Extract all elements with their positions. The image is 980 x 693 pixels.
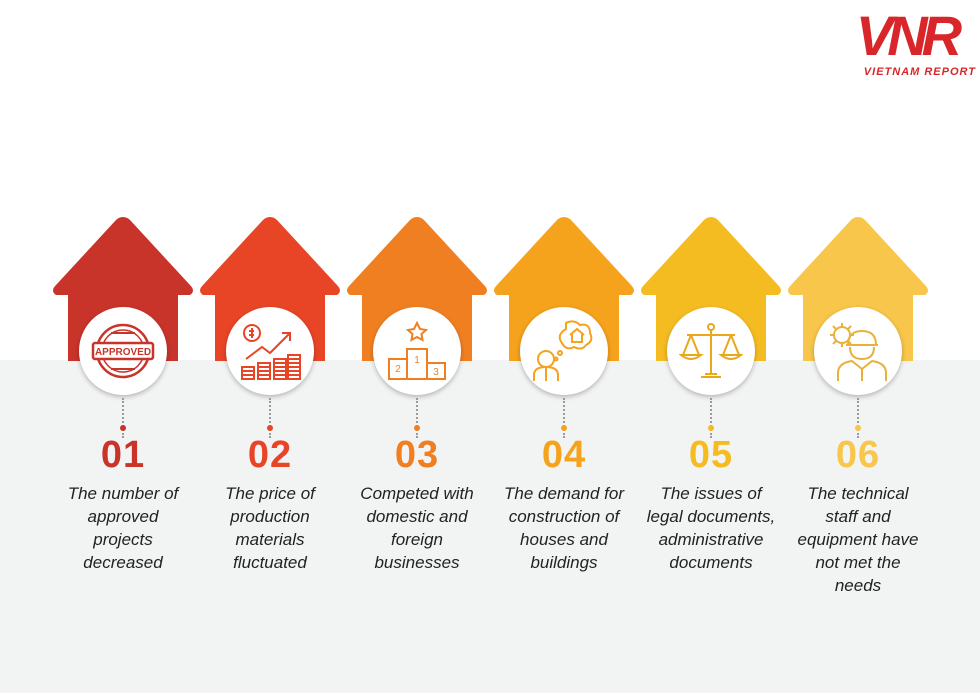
step-description-06: The technical staff and equipment have n…	[797, 484, 919, 595]
connector-01	[122, 398, 126, 438]
scales-icon	[679, 323, 743, 378]
house-03: 1 2 3	[344, 211, 490, 395]
connector-dot	[855, 425, 861, 431]
logo-wordmark: VNR	[855, 3, 962, 67]
connector-03	[416, 398, 420, 438]
rising-coins-icon	[241, 324, 301, 380]
step-description-02: The price of production materials fluctu…	[225, 484, 315, 572]
person-thinking-house-icon	[533, 320, 593, 381]
icon-circle: APPROVED	[79, 307, 167, 395]
step-number-04: 04	[541, 434, 587, 476]
house-02	[197, 211, 343, 395]
approved-stamp-icon: APPROVED	[91, 323, 155, 379]
logo-subtitle: VIETNAM REPORT	[863, 66, 976, 78]
step-description-01: The number of approved projects decrease…	[67, 484, 179, 572]
svg-text:1: 1	[414, 355, 420, 366]
icon-circle	[226, 307, 314, 395]
step-number-02: 02	[247, 434, 293, 476]
house-04	[491, 211, 637, 395]
connector-06	[857, 398, 861, 438]
svg-text:3: 3	[433, 367, 439, 378]
icon-circle	[520, 307, 608, 395]
podium-icon: 1 2 3	[388, 320, 446, 380]
background-band	[0, 360, 980, 693]
step-description-05: The issues of legal documents, administr…	[646, 484, 776, 572]
connector-dot	[414, 425, 420, 431]
house-06	[785, 211, 931, 395]
connector-dot	[561, 425, 567, 431]
connector-04	[563, 398, 567, 438]
svg-text:APPROVED: APPROVED	[95, 347, 151, 358]
connector-dot	[708, 425, 714, 431]
icon-circle: 1 2 3	[373, 307, 461, 395]
engineer-gear-icon	[830, 323, 887, 381]
step-number-01: 01	[100, 434, 146, 476]
svg-text:2: 2	[395, 364, 401, 375]
step-description-04: The demand for construction of houses an…	[503, 484, 624, 572]
step-number-03: 03	[394, 434, 440, 476]
icon-circle	[814, 307, 902, 395]
connector-02	[269, 398, 273, 438]
step-number-06: 06	[835, 434, 881, 476]
vnr-logo: VNR VIETNAM REPORT	[836, 2, 976, 88]
icon-circle	[667, 307, 755, 395]
connector-05	[710, 398, 714, 438]
connector-dot	[120, 425, 126, 431]
connector-dot	[267, 425, 273, 431]
step-description-03: Competed with domestic and foreign busin…	[360, 484, 474, 572]
house-01: APPROVED	[50, 211, 196, 395]
step-number-05: 05	[688, 434, 734, 476]
house-05	[638, 211, 784, 395]
